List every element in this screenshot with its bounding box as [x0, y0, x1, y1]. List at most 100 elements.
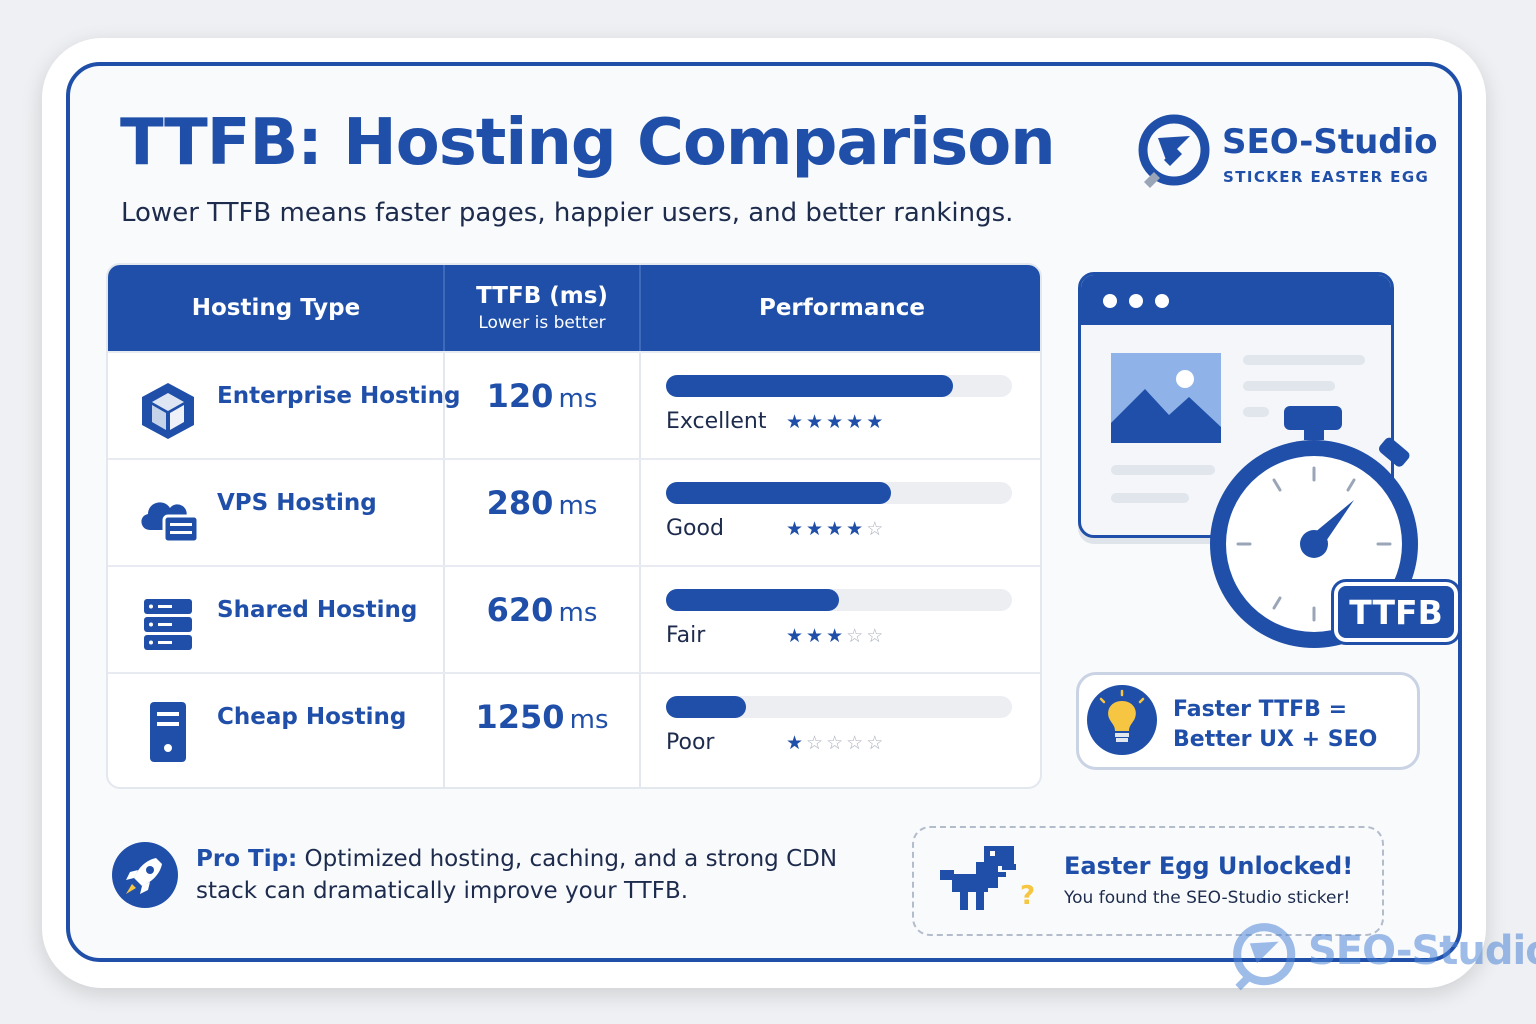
hosting-name: VPS Hosting [217, 490, 377, 516]
cloud-server-icon [141, 502, 200, 544]
lightbulb-icon [1087, 685, 1157, 755]
performance-bar [666, 375, 1012, 397]
star-empty-icon: ☆ [846, 732, 867, 754]
star-filled-icon: ★ [826, 411, 847, 433]
ttfb-unit: ms [558, 491, 598, 521]
table-row: VPS Hosting 280 ms Good ★★★★☆ [108, 458, 1040, 565]
ttfb-unit: ms [569, 705, 609, 735]
column-header-sublabel: Lower is better [478, 313, 606, 333]
hosting-name: Enterprise Hosting [217, 383, 461, 409]
ttfb-unit: ms [558, 384, 598, 414]
pro-tip-line2: stack can dramatically improve your TTFB… [196, 878, 689, 904]
brand-tagline: STICKER EASTER EGG [1223, 168, 1430, 186]
star-empty-icon: ☆ [826, 732, 847, 754]
easter-egg-title: Easter Egg Unlocked! [1064, 852, 1354, 880]
watermark-logo-icon [1233, 923, 1296, 991]
star-empty-icon: ☆ [866, 625, 887, 647]
hosting-name: Shared Hosting [217, 597, 418, 623]
ttfb-unit: ms [558, 598, 598, 628]
star-filled-icon: ★ [846, 518, 867, 540]
star-filled-icon: ★ [806, 411, 827, 433]
hosting-name: Cheap Hosting [217, 704, 407, 730]
easter-egg-card: ? Easter Egg Unlocked! You found the SEO… [912, 826, 1384, 936]
image-placeholder-icon [1111, 353, 1221, 443]
star-rating: ★★★☆☆ [786, 625, 886, 647]
ttfb-number: 1250 [475, 698, 565, 736]
brand-name: SEO-Studio [1222, 122, 1438, 162]
table-row: Cheap Hosting 1250 ms Poor ★☆☆☆☆ [108, 672, 1040, 779]
window-dot [1103, 294, 1117, 308]
column-header-performance: Performance [640, 265, 1040, 351]
ttfb-value: 280 ms [444, 484, 640, 522]
seo-tip-line1: Faster TTFB = [1173, 697, 1348, 722]
star-filled-icon: ★ [826, 518, 847, 540]
star-filled-icon: ★ [806, 518, 827, 540]
performance-bar [666, 589, 1012, 611]
hosting-comparison-table: Hosting Type TTFB (ms) Lower is better P… [106, 263, 1042, 789]
column-divider [639, 265, 641, 787]
ttfb-value: 620 ms [444, 591, 640, 629]
star-empty-icon: ☆ [846, 625, 867, 647]
server-rack-icon [144, 599, 192, 650]
table-row: Enterprise Hosting 120 ms Excellent ★★★★… [108, 351, 1040, 458]
pro-tip: Pro Tip: Optimized hosting, caching, and… [112, 840, 872, 920]
performance-bar-fill [666, 482, 891, 504]
star-filled-icon: ★ [846, 411, 867, 433]
star-empty-icon: ☆ [806, 732, 827, 754]
watermark: SEO-Studio [1228, 918, 1536, 998]
window-dot [1129, 294, 1143, 308]
header-divider [639, 265, 641, 351]
ttfb-number: 120 [486, 377, 554, 415]
column-header-hosting-type: Hosting Type [108, 265, 444, 351]
performance-rating: Poor [666, 730, 715, 755]
text-placeholder [1243, 381, 1335, 391]
ttfb-number: 620 [486, 591, 554, 629]
star-filled-icon: ★ [786, 732, 807, 754]
text-placeholder [1111, 465, 1215, 475]
page-subtitle: Lower TTFB means faster pages, happier u… [121, 198, 1014, 228]
column-divider [443, 265, 445, 787]
performance-rating: Fair [666, 623, 706, 648]
star-filled-icon: ★ [806, 625, 827, 647]
pro-tip-text: Optimized hosting, caching, and a strong… [297, 846, 838, 872]
seo-studio-logo-icon [1138, 114, 1210, 188]
star-filled-icon: ★ [786, 625, 807, 647]
ttfb-value: 1250 ms [444, 698, 640, 736]
table-header: Hosting Type TTFB (ms) Lower is better P… [108, 265, 1040, 351]
performance-bar [666, 482, 1012, 504]
star-filled-icon: ★ [786, 411, 807, 433]
ttfb-value: 120 ms [444, 377, 640, 415]
seo-tip-card: Faster TTFB = Better UX + SEO [1076, 672, 1420, 770]
performance-bar-fill [666, 375, 954, 397]
rocket-icon [112, 842, 178, 908]
performance-rating: Excellent [666, 409, 767, 434]
text-placeholder [1243, 355, 1365, 365]
header-divider [443, 265, 445, 351]
star-empty-icon: ☆ [866, 518, 887, 540]
watermark-text: SEO-Studio [1308, 928, 1536, 974]
star-filled-icon: ★ [826, 625, 847, 647]
star-rating: ★☆☆☆☆ [786, 732, 886, 754]
ttfb-number: 280 [486, 484, 554, 522]
star-rating: ★★★★☆ [786, 518, 886, 540]
column-header-label: TTFB (ms) [476, 283, 608, 309]
seo-tip-line2: Better UX + SEO [1173, 727, 1378, 752]
svg-text:?: ? [1020, 881, 1035, 911]
pro-tip-label: Pro Tip: [196, 846, 298, 872]
browser-title-bar [1081, 275, 1391, 325]
mountain-image-icon [1111, 370, 1221, 443]
window-dot [1155, 294, 1169, 308]
star-filled-icon: ★ [786, 518, 807, 540]
column-header-ttfb: TTFB (ms) Lower is better [444, 265, 640, 351]
tower-pc-icon [150, 702, 186, 762]
text-placeholder [1243, 407, 1269, 417]
cube-icon [142, 383, 194, 439]
star-rating: ★★★★★ [786, 411, 886, 433]
column-header-label: Performance [758, 295, 926, 321]
performance-bar-fill [666, 696, 746, 718]
star-empty-icon: ☆ [866, 732, 887, 754]
performance-bar-fill [666, 589, 839, 611]
seo-tip-text: Faster TTFB = Better UX + SEO [1173, 695, 1377, 755]
table-row: Shared Hosting 620 ms Fair ★★★☆☆ [108, 565, 1040, 672]
pro-tip-line1: Pro Tip: Optimized hosting, caching, and… [196, 846, 837, 872]
